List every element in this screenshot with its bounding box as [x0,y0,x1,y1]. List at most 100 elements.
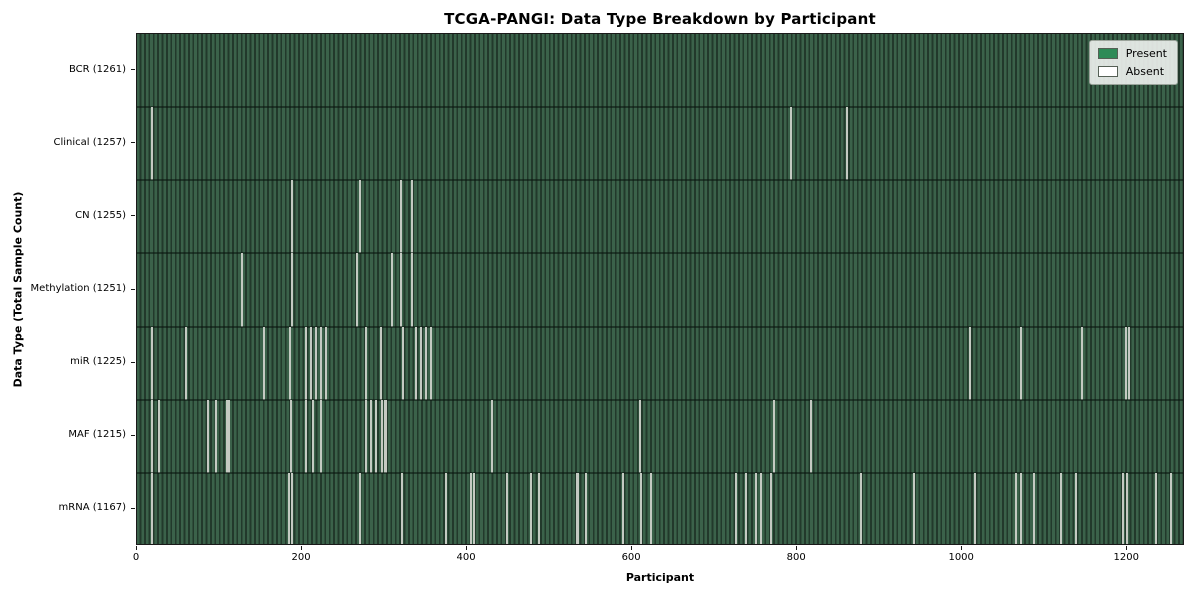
absent-mark [324,326,327,400]
xtick-mark [630,546,632,550]
absent-mark [358,180,361,254]
absent-mark [291,472,294,544]
absent-mark [370,399,373,473]
absent-mark [400,253,403,327]
absent-mark [150,472,153,544]
absent-mark [575,472,578,544]
absent-mark [969,326,972,400]
xtick-label-0: 0 [132,552,140,563]
ytick-mark [131,69,135,71]
absent-mark [1126,472,1129,544]
absent-mark [410,180,413,254]
absent-mark [470,472,473,544]
ytick-label-BCR: BCR (1261) [68,63,126,75]
ytick-mark [131,288,135,290]
xtick-label-1200: 1200 [1113,552,1139,563]
row-separator [137,398,1183,401]
absent-mark [1080,326,1083,400]
legend-item-present: Present [1097,47,1167,60]
ytick-label-miR: miR (1225) [70,356,126,368]
absent-mark [150,107,153,181]
absent-mark [622,472,625,544]
absent-mark [650,472,653,544]
absent-mark [640,472,643,544]
absent-mark [385,399,388,473]
ytick-mark [131,361,135,363]
absent-mark [358,472,361,544]
absent-mark [383,399,386,473]
chart-title: TCGA-PANGI: Data Type Breakdown by Parti… [444,10,876,28]
absent-mark [410,253,413,327]
absent-mark [225,399,228,473]
row-separator [137,325,1183,328]
xtick-mark [795,546,797,550]
absent-mark [490,399,493,473]
xtick-label-600: 600 [621,552,641,563]
ytick-mark [131,142,135,144]
absent-mark [400,472,403,544]
absent-mark [381,399,384,473]
absent-mark [789,107,792,181]
absent-mark [287,472,290,544]
absent-mark [401,326,404,400]
absent-mark [375,399,378,473]
ytick-mark [131,434,135,436]
absent-mark [577,472,580,544]
absent-mark [215,399,218,473]
absent-mark [206,399,209,473]
present-swatch-icon [1097,48,1118,59]
absent-mark [263,326,266,400]
absent-mark [1032,472,1035,544]
absent-mark [315,326,318,400]
absent-mark [150,326,153,400]
xtick-label-800: 800 [786,552,806,563]
absent-mark [744,472,747,544]
absent-mark [419,326,422,400]
absent-mark [472,472,475,544]
legend: Present Absent [1088,40,1178,85]
absent-mark [1014,472,1017,544]
absent-mark [310,326,313,400]
absent-mark [365,399,368,473]
absent-mark [754,472,757,544]
absent-mark [810,399,813,473]
absent-mark [150,399,153,473]
absent-mark [773,399,776,473]
absent-mark [1060,472,1063,544]
legend-label-present: Present [1125,47,1167,60]
absent-mark [414,326,417,400]
ytick-label-mRNA: mRNA (1167) [58,502,126,514]
xtick-mark [1125,546,1127,550]
ytick-mark [131,507,135,509]
xtick-label-1000: 1000 [948,552,974,563]
absent-mark [639,399,642,473]
absent-mark [227,399,230,473]
absent-mark [400,180,403,254]
x-axis-label: Participant [625,571,695,584]
legend-label-absent: Absent [1125,65,1165,78]
absent-mark [974,472,977,544]
ytick-label-Clinical: Clinical (1257) [53,136,127,148]
absent-mark [356,253,359,327]
absent-mark [305,399,308,473]
ytick-mark [131,215,135,217]
absent-mark [529,472,532,544]
ytick-label-Methylation: Methylation (1251) [30,283,126,294]
plot-area: Present Absent [136,33,1184,545]
absent-mark [305,326,308,400]
absent-swatch-icon [1097,66,1118,77]
xtick-mark [960,546,962,550]
absent-mark [769,472,772,544]
absent-mark [845,107,848,181]
absent-mark [584,472,587,544]
row-separator [137,179,1183,182]
absent-mark [158,399,161,473]
ytick-label-MAF: MAF (1215) [68,429,126,441]
absent-mark [1019,472,1022,544]
xtick-label-200: 200 [291,552,311,563]
absent-mark [184,326,187,400]
absent-mark [1155,472,1158,544]
absent-mark [291,253,294,327]
absent-mark [444,472,447,544]
